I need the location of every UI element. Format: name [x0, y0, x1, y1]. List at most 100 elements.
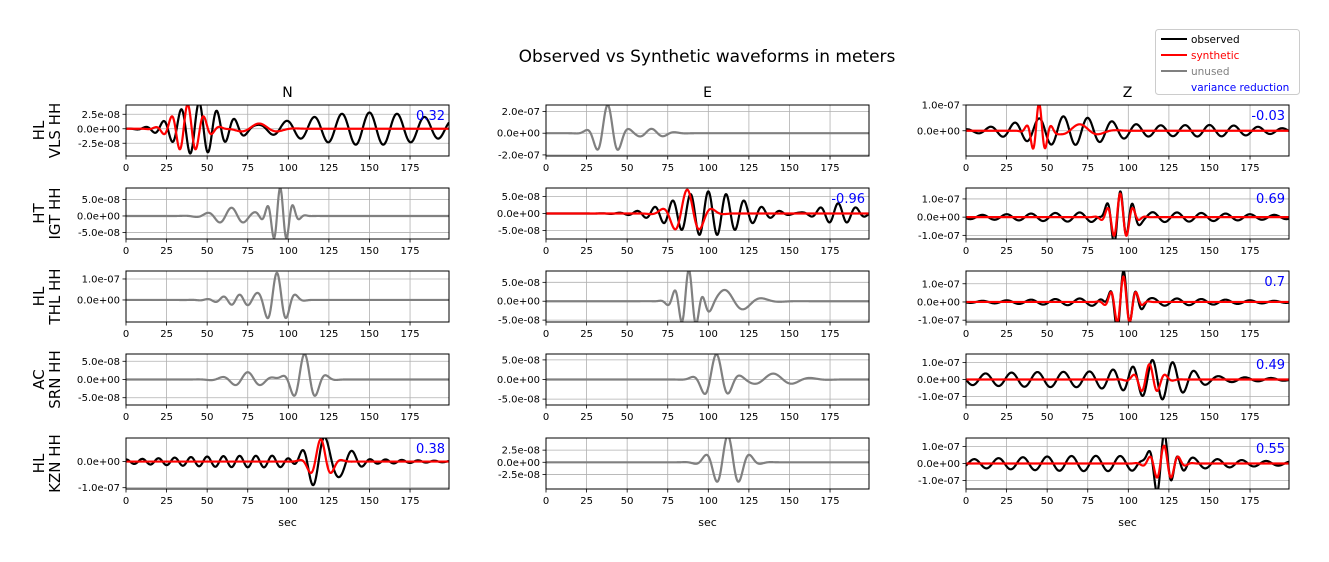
x-tick-label: 100	[279, 496, 298, 507]
x-tick-label: 50	[201, 163, 214, 174]
synthetic-trace	[966, 275, 1289, 322]
axes-frame	[965, 270, 1290, 323]
y-tick-label: -2.0e-07	[498, 150, 540, 161]
legend-label: observed	[1191, 34, 1240, 46]
x-tick-label: 125	[739, 412, 758, 423]
axes-frame	[965, 353, 1290, 406]
x-tick-label: 150	[780, 246, 799, 257]
y-tick-label: -1.0e-07	[918, 392, 960, 403]
y-tick-label: 5.0e-08	[502, 278, 540, 289]
y-tick-label: 2.0e-07	[502, 107, 540, 118]
legend-label: synthetic	[1191, 50, 1240, 62]
x-tick-label: 0	[963, 246, 969, 257]
x-tick-label: 125	[1159, 163, 1178, 174]
x-tick-label: 50	[1041, 496, 1054, 507]
column-title-Z: Z	[1123, 85, 1133, 101]
x-tick-label: 100	[279, 246, 298, 257]
x-tick-label: 25	[1000, 496, 1013, 507]
y-tick-label: 0.0e+00	[917, 375, 960, 386]
axes-frame	[125, 353, 450, 406]
x-tick-label: 75	[241, 329, 254, 340]
x-tick-label: 0	[123, 163, 129, 174]
x-tick-label: 75	[241, 163, 254, 174]
y-tick-label: 5.0e-08	[82, 195, 120, 206]
x-tick-label: 175	[1240, 412, 1259, 423]
x-tick-label: 0	[543, 496, 549, 507]
x-tick-label: 75	[241, 412, 254, 423]
x-tick-label: 75	[241, 496, 254, 507]
x-tick-label: 100	[1119, 329, 1138, 340]
variance-reduction-label: 0.38	[416, 442, 445, 457]
x-tick-label: 75	[661, 329, 674, 340]
observed-trace	[126, 105, 449, 155]
traces	[966, 105, 1289, 150]
x-tick-label: 75	[661, 246, 674, 257]
x-tick-label: 100	[279, 412, 298, 423]
y-tick-label: 0.0e+00	[497, 297, 540, 308]
y-tick-label: 5.0e-08	[82, 357, 120, 368]
panel-igt-z: 0 25 50 75 100 125 150 175 1.0e-07 0.0e+00 -1.0e-0…	[917, 187, 1290, 257]
x-tick-label: 150	[1200, 246, 1219, 257]
y-tick-label: 0.0e+00	[77, 295, 120, 306]
x-tick-label: 50	[621, 329, 634, 340]
y-tick-label: 1.0e-07	[922, 358, 960, 369]
y-tick-label: -5.0e-08	[498, 316, 540, 327]
unused-trace	[546, 354, 869, 396]
y-tick-label: 2.5e-08	[502, 446, 540, 457]
traces	[546, 271, 869, 322]
x-tick-label: 175	[400, 412, 419, 423]
y-tick-label: -1.0e-07	[918, 476, 960, 487]
y-tick-label: -1.0e-07	[918, 316, 960, 327]
row-label-network: HL	[30, 286, 48, 306]
x-tick-label: 150	[360, 163, 379, 174]
traces	[126, 438, 449, 487]
x-tick-label: 50	[1041, 329, 1054, 340]
x-tick-label: 0	[123, 496, 129, 507]
x-tick-label: 0	[543, 412, 549, 423]
variance-reduction-label: 0.32	[416, 109, 445, 124]
y-tick-label: 0.0e+00	[497, 129, 540, 140]
x-tick-label: 150	[1200, 412, 1219, 423]
column-title-N: N	[282, 85, 292, 101]
x-tick-label: 50	[621, 412, 634, 423]
variance-reduction-label: 0.69	[1256, 192, 1285, 207]
y-tick-label: 5.0e-08	[502, 355, 540, 366]
unused-trace	[546, 438, 869, 483]
y-tick-label: 0.0e+00	[917, 213, 960, 224]
row-label-network: HL	[30, 120, 48, 140]
y-tick-label: -5.0e-08	[498, 395, 540, 406]
x-tick-label: 25	[580, 412, 593, 423]
unused-trace	[546, 271, 869, 322]
x-tick-label: 50	[201, 329, 214, 340]
unused-trace	[126, 354, 449, 397]
x-tick-label: 75	[1081, 412, 1094, 423]
axes-frame	[125, 187, 450, 240]
x-tick-label: 150	[360, 329, 379, 340]
x-tick-label: 150	[1200, 496, 1219, 507]
x-tick-label: 175	[400, 246, 419, 257]
axes-frame	[545, 104, 870, 157]
row-label-network: HL	[30, 453, 48, 473]
panel-kzn-z: 0 25 50 75 100 125 150 175 1.0e-07 0.0e+00 -1.0e-0…	[917, 437, 1290, 507]
x-tick-label: 25	[580, 246, 593, 257]
x-tick-label: 75	[1081, 246, 1094, 257]
x-tick-label: 175	[400, 496, 419, 507]
variance-reduction-label: -0.03	[1251, 109, 1285, 124]
x-tick-label: 25	[580, 163, 593, 174]
axes-frame	[965, 104, 1290, 157]
row-label-station: KZN HH	[46, 434, 64, 493]
x-tick-label: 100	[279, 163, 298, 174]
axes-frame	[125, 104, 450, 157]
synthetic-trace	[966, 363, 1289, 393]
x-tick-label: 150	[360, 412, 379, 423]
x-tick-label: 75	[1081, 163, 1094, 174]
x-tick-label: 75	[1081, 329, 1094, 340]
variance-reduction-label: -0.96	[831, 192, 865, 207]
x-tick-label: 125	[319, 412, 338, 423]
x-tick-label: 125	[319, 329, 338, 340]
x-tick-label: 0	[963, 329, 969, 340]
x-tick-label: 100	[699, 329, 718, 340]
y-tick-label: 0.0e+00	[917, 297, 960, 308]
x-tick-label: 50	[621, 246, 634, 257]
